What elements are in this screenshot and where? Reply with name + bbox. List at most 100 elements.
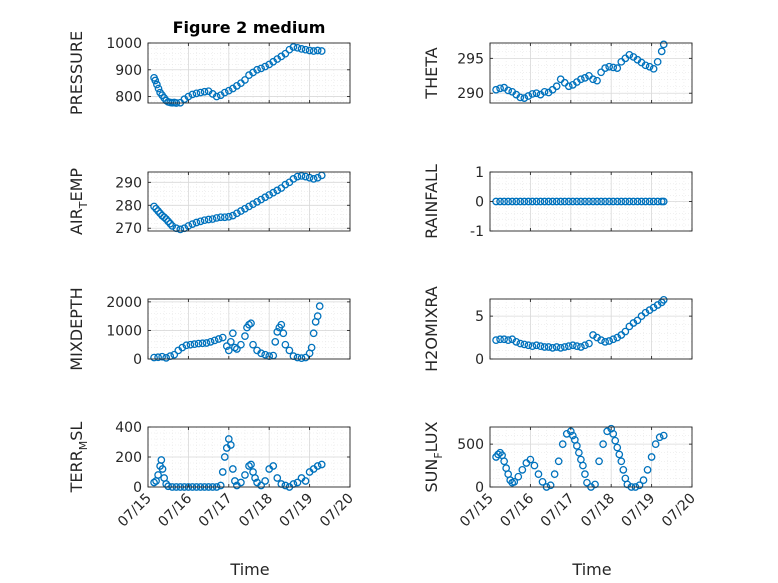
data-point (261, 350, 270, 359)
data-point (530, 461, 539, 470)
data-point (301, 172, 310, 181)
data-point (297, 354, 306, 362)
y-tick-label: 800 (115, 90, 142, 106)
data-point (202, 339, 211, 347)
data-point (651, 440, 660, 448)
data-point (564, 82, 573, 91)
data-point (249, 200, 257, 208)
data-point (597, 68, 605, 77)
data-point (641, 61, 650, 70)
data-point (514, 472, 523, 481)
data-point (269, 462, 278, 470)
data-point (162, 354, 171, 362)
data-point (492, 85, 500, 94)
data-point (166, 219, 175, 228)
data-point (647, 453, 656, 461)
data-point (645, 197, 654, 206)
data-point (532, 197, 541, 206)
data-point (520, 340, 529, 349)
data-point (162, 215, 171, 223)
data-point (307, 343, 316, 352)
data-point (548, 344, 557, 352)
data-point (496, 84, 504, 93)
data-point (309, 175, 318, 183)
data-point (556, 344, 565, 352)
data-point (496, 197, 504, 206)
data-point (621, 197, 630, 206)
data-point (657, 47, 666, 56)
data-point (536, 197, 545, 206)
subplot-2: 290 295 THETA (422, 40, 693, 104)
data-point (151, 76, 160, 85)
data-point (241, 332, 249, 340)
data-point (269, 188, 278, 197)
data-point (518, 466, 527, 474)
data-point (568, 341, 577, 350)
subplot-5: 0 1000 2000 MIXDEPTH (67, 287, 351, 371)
y-tick-label: -1 (470, 224, 484, 240)
data-point (261, 477, 270, 485)
data-point (526, 455, 535, 464)
data-point (150, 353, 158, 362)
data-point (512, 338, 521, 346)
data-point (500, 457, 508, 466)
x-tick-label: 07/15 (457, 491, 497, 531)
data-point (309, 329, 318, 338)
data-point (257, 64, 265, 73)
plot-area (148, 299, 350, 359)
y-tick-label: 1000 (106, 323, 142, 339)
data-point (516, 339, 525, 348)
data-point (510, 478, 519, 486)
data-point (599, 440, 607, 448)
data-point (538, 478, 547, 486)
data-point (577, 75, 585, 84)
series-markers (492, 40, 668, 102)
data-point (301, 45, 310, 54)
data-point (629, 197, 638, 206)
data-point (609, 430, 618, 438)
data-point (241, 76, 249, 84)
data-point (164, 217, 173, 226)
y-axis-label: THETA (422, 47, 441, 99)
data-point (552, 343, 561, 351)
data-point (524, 197, 533, 206)
data-point (625, 197, 634, 206)
data-point (524, 92, 533, 100)
data-point (581, 341, 589, 350)
data-point (158, 465, 167, 473)
data-point (659, 197, 668, 206)
data-point (615, 450, 624, 459)
data-point (293, 353, 302, 362)
data-point (496, 335, 504, 344)
data-point (154, 353, 162, 362)
data-point (204, 215, 213, 224)
data-point (214, 335, 223, 343)
plot-area (490, 427, 692, 487)
data-point (621, 327, 630, 336)
data-point (153, 80, 161, 89)
data-point (659, 431, 668, 440)
axes-box (489, 298, 693, 360)
data-point (641, 197, 650, 206)
data-point (649, 197, 658, 206)
x-tick-label: 07/16 (497, 490, 537, 530)
data-point (544, 343, 553, 351)
data-point (226, 338, 235, 346)
data-point (281, 180, 290, 189)
axes-box (147, 171, 351, 232)
data-point (583, 478, 591, 487)
data-point (233, 209, 241, 218)
data-point (633, 316, 642, 325)
x-tick-label: 07/17 (196, 491, 236, 531)
data-point (560, 343, 569, 351)
data-point (581, 74, 589, 82)
y-tick-label: 0 (475, 195, 484, 211)
data-point (552, 82, 561, 91)
y-tick-label: 280 (115, 198, 142, 214)
data-point (261, 193, 270, 202)
y-tick-label: 200 (115, 450, 142, 466)
data-point (152, 204, 160, 213)
data-point (220, 88, 229, 97)
data-point (178, 343, 187, 352)
